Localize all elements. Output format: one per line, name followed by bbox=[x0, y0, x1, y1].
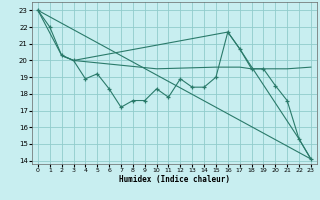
X-axis label: Humidex (Indice chaleur): Humidex (Indice chaleur) bbox=[119, 175, 230, 184]
